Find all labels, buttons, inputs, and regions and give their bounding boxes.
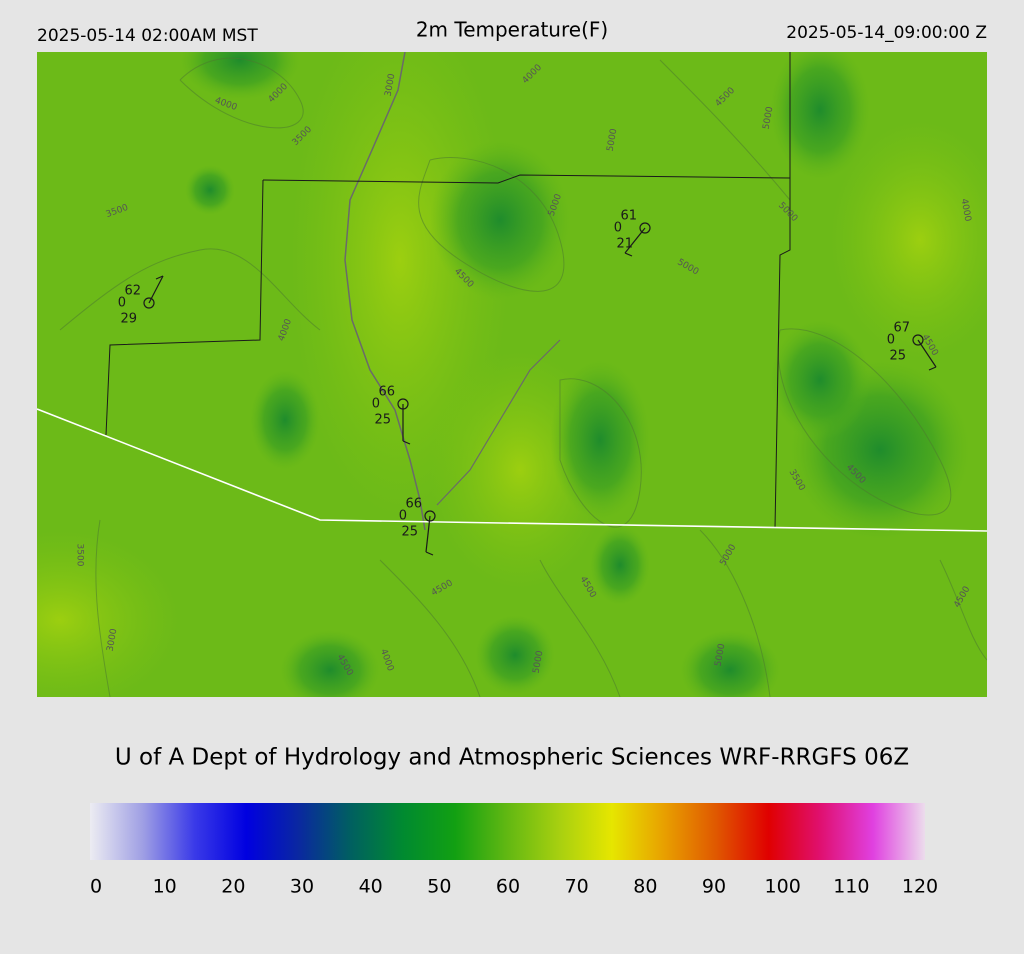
station-temp: 66 (405, 497, 422, 512)
station-dew: 25 (374, 413, 391, 428)
colorbar-tick-label: 90 (702, 876, 726, 898)
station-temp: 66 (378, 385, 395, 400)
colorbar-tick-label: 80 (633, 876, 657, 898)
wind-barb (425, 551, 434, 556)
contour-label: 5000 (714, 643, 728, 668)
colorbar-tick-label: 110 (833, 876, 869, 898)
station-temp: 62 (124, 284, 141, 299)
station-dew: 29 (120, 312, 137, 327)
colorbar-tick-label: 10 (153, 876, 177, 898)
station-wind: 0 (118, 296, 126, 311)
map-title: 2m Temperature(F) (416, 18, 608, 42)
wind-barb (624, 227, 646, 254)
contour-label: 3500 (75, 544, 85, 567)
contour-label: 5000 (532, 650, 546, 675)
colorbar-tick-label: 120 (902, 876, 938, 898)
valid-utc: 2025-05-14_09:00:00 Z (786, 23, 987, 43)
wind-barb (425, 515, 431, 553)
colorbar-tick-label: 100 (765, 876, 801, 898)
colorbar-tick-label: 50 (427, 876, 451, 898)
station-wind: 0 (372, 397, 380, 412)
colorbar-tick-label: 70 (565, 876, 589, 898)
contour-label: 5000 (606, 128, 620, 153)
station-circle (639, 222, 651, 234)
contour-label: 4000 (959, 198, 973, 223)
station-wind: 0 (887, 333, 895, 348)
contour-label: 3000 (384, 73, 398, 98)
wind-barb (155, 275, 164, 280)
station-circle (912, 334, 924, 346)
colorbar-tick-label: 40 (359, 876, 383, 898)
colorbar (90, 803, 925, 860)
station-wind: 0 (614, 221, 622, 236)
wind-barb (402, 440, 411, 445)
wind-barb (917, 339, 937, 368)
wind-barb (928, 366, 937, 371)
colorbar-tick-label: 20 (221, 876, 245, 898)
wind-barb (148, 275, 164, 304)
station-dew: 25 (889, 349, 906, 364)
station-dew: 25 (401, 525, 418, 540)
colorbar-tick-label: 60 (496, 876, 520, 898)
valid-local: 2025-05-14 02:00AM MST (37, 26, 258, 46)
footer: U of A Dept of Hydrology and Atmospheric… (115, 745, 909, 771)
colorbar-tick-label: 30 (290, 876, 314, 898)
station-temp: 61 (620, 209, 637, 224)
station-dew: 21 (616, 237, 633, 252)
colorbar-tick-label: 0 (90, 876, 102, 898)
contour-label: 5000 (762, 106, 776, 131)
contour-label: 3000 (106, 628, 120, 653)
station-temp: 67 (893, 321, 910, 336)
station-circle (143, 297, 155, 309)
station-wind: 0 (399, 509, 407, 524)
wind-barb (624, 252, 633, 257)
